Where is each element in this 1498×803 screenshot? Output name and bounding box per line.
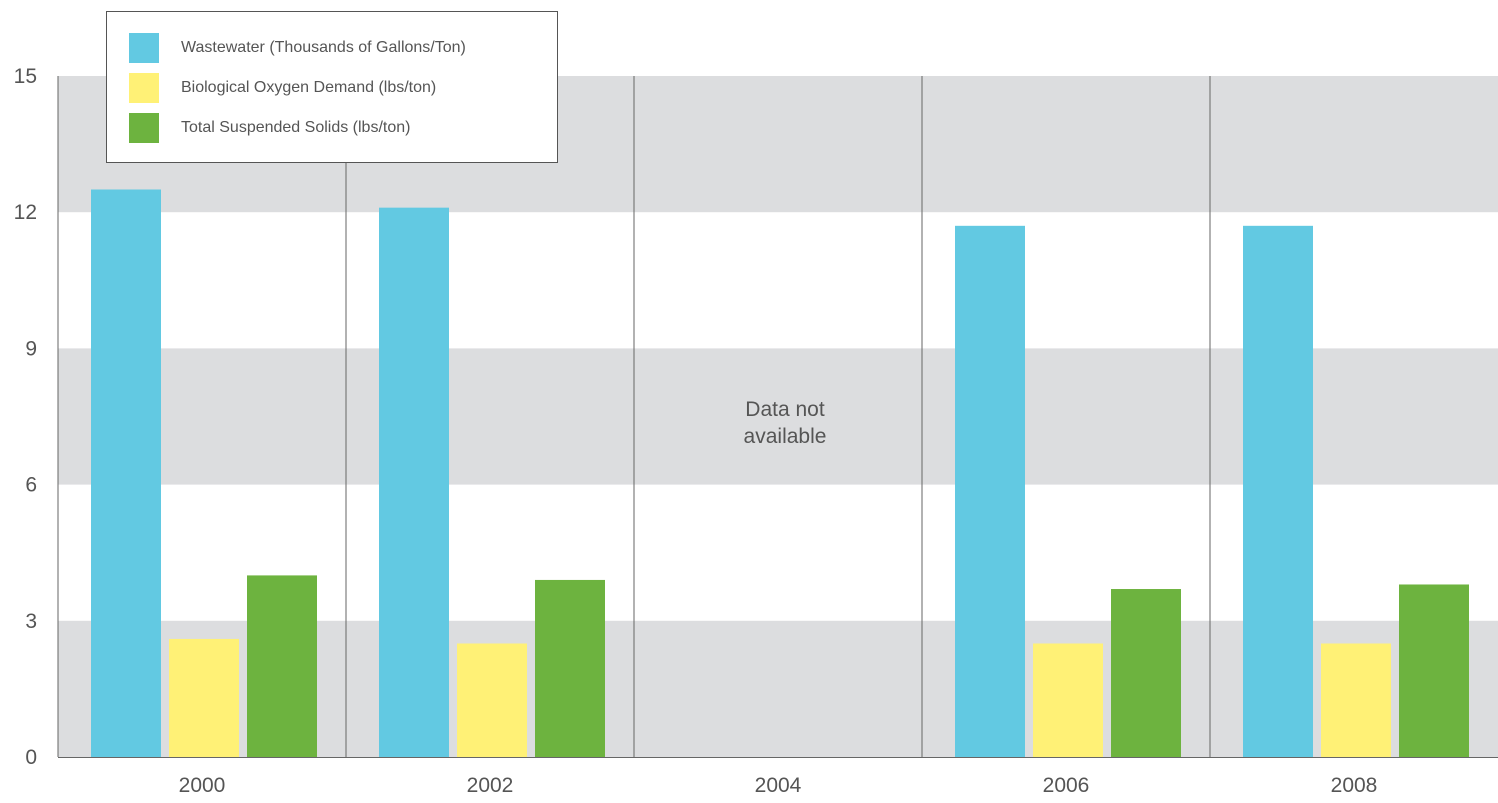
bar (1243, 225, 1313, 757)
y-tick-label: 3 (25, 610, 37, 633)
x-tick-label: 2000 (179, 774, 226, 797)
legend-label-wastewater: Wastewater (Thousands of Gallons/Ton) (181, 39, 466, 56)
legend-swatch-wastewater (129, 33, 159, 63)
y-tick-label: 9 (25, 337, 37, 360)
bar (1033, 643, 1103, 757)
bar (955, 225, 1025, 757)
y-tick-label: 6 (25, 474, 37, 497)
y-tick-label: 15 (14, 65, 37, 88)
legend-label-tss: Total Suspended Solids (lbs/ton) (181, 119, 411, 136)
legend-swatch-bod (129, 73, 159, 103)
legend-item-wastewater: Wastewater (Thousands of Gallons/Ton) (129, 33, 466, 63)
bar (1399, 584, 1469, 757)
bar (457, 643, 527, 757)
x-tick-label: 2006 (1043, 774, 1090, 797)
bar (1111, 589, 1181, 757)
y-tick-label: 0 (25, 746, 37, 769)
bar (1321, 643, 1391, 757)
x-tick-label: 2008 (1331, 774, 1378, 797)
bar (535, 579, 605, 757)
legend-item-bod: Biological Oxygen Demand (lbs/ton) (129, 73, 436, 103)
legend: Wastewater (Thousands of Gallons/Ton) Bi… (106, 11, 558, 163)
y-tick-label: 12 (14, 201, 37, 224)
x-tick-label: 2002 (467, 774, 514, 797)
data-not-available-annotation: Data not available (743, 398, 827, 448)
bar (247, 575, 317, 757)
x-tick-label: 2004 (755, 774, 802, 797)
legend-item-tss: Total Suspended Solids (lbs/ton) (129, 113, 410, 143)
legend-swatch-tss (129, 113, 159, 143)
bar (169, 638, 239, 757)
bar (91, 189, 161, 757)
bar (379, 207, 449, 757)
legend-label-bod: Biological Oxygen Demand (lbs/ton) (181, 79, 437, 96)
